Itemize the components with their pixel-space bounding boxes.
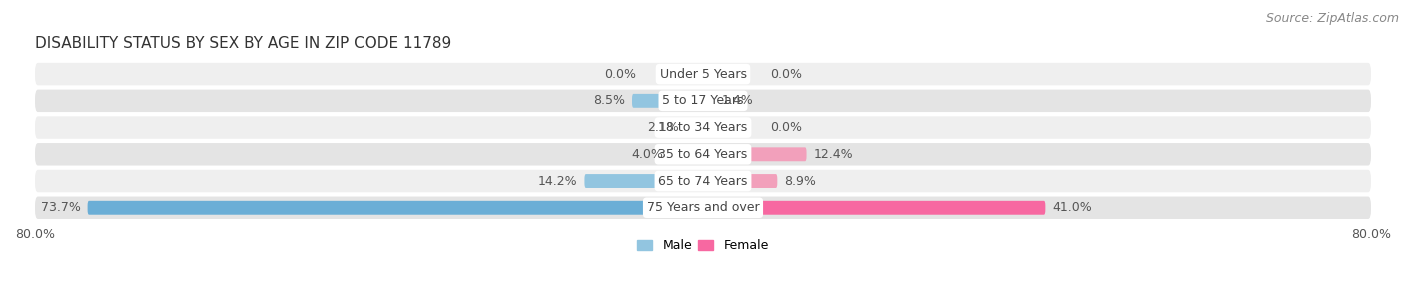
Text: 8.5%: 8.5% [593, 94, 626, 107]
FancyBboxPatch shape [35, 90, 1371, 112]
Text: 1.4%: 1.4% [721, 94, 754, 107]
Text: 4.0%: 4.0% [631, 148, 662, 161]
Text: 75 Years and over: 75 Years and over [647, 201, 759, 214]
Text: 18 to 34 Years: 18 to 34 Years [658, 121, 748, 134]
Text: 2.1%: 2.1% [647, 121, 679, 134]
FancyBboxPatch shape [703, 174, 778, 188]
FancyBboxPatch shape [703, 94, 714, 108]
Text: 5 to 17 Years: 5 to 17 Years [662, 94, 744, 107]
FancyBboxPatch shape [669, 147, 703, 161]
Text: DISABILITY STATUS BY SEX BY AGE IN ZIP CODE 11789: DISABILITY STATUS BY SEX BY AGE IN ZIP C… [35, 36, 451, 51]
FancyBboxPatch shape [35, 170, 1371, 192]
FancyBboxPatch shape [703, 147, 807, 161]
FancyBboxPatch shape [703, 201, 1045, 215]
Text: Source: ZipAtlas.com: Source: ZipAtlas.com [1265, 12, 1399, 25]
Text: 65 to 74 Years: 65 to 74 Years [658, 174, 748, 188]
FancyBboxPatch shape [633, 94, 703, 108]
FancyBboxPatch shape [35, 116, 1371, 139]
Text: 0.0%: 0.0% [770, 67, 801, 81]
FancyBboxPatch shape [87, 201, 703, 215]
Text: Under 5 Years: Under 5 Years [659, 67, 747, 81]
Legend: Male, Female: Male, Female [637, 239, 769, 252]
Text: 35 to 64 Years: 35 to 64 Years [658, 148, 748, 161]
FancyBboxPatch shape [35, 63, 1371, 85]
Text: 41.0%: 41.0% [1052, 201, 1092, 214]
Text: 8.9%: 8.9% [785, 174, 815, 188]
FancyBboxPatch shape [35, 197, 1371, 219]
Text: 0.0%: 0.0% [605, 67, 636, 81]
FancyBboxPatch shape [35, 143, 1371, 165]
Text: 12.4%: 12.4% [813, 148, 853, 161]
FancyBboxPatch shape [686, 121, 703, 134]
Text: 14.2%: 14.2% [538, 174, 578, 188]
Text: 0.0%: 0.0% [770, 121, 801, 134]
FancyBboxPatch shape [585, 174, 703, 188]
Text: 73.7%: 73.7% [41, 201, 82, 214]
